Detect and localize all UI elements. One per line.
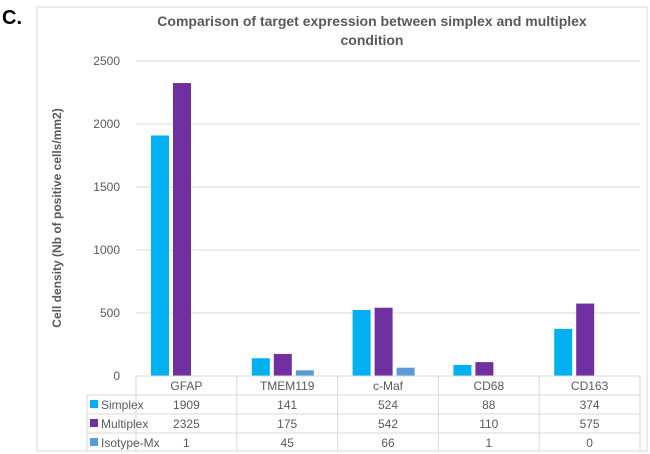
data-table-cell: 141 (277, 398, 297, 412)
bar-multiplex-gfap (173, 83, 191, 377)
y-tick-label: 1500 (93, 180, 120, 194)
bar-simplex-c-maf (352, 309, 371, 376)
category-label: CD68 (473, 379, 504, 393)
y-tick-label: 2000 (93, 117, 120, 131)
category-label: CD163 (571, 379, 609, 393)
chart-title-line-2: condition (341, 32, 404, 48)
bar-simplex-tmem119 (251, 358, 270, 376)
bar-multiplex-cd163 (576, 303, 595, 376)
category-label: c-Maf (373, 379, 404, 393)
data-table-cell: 542 (378, 417, 398, 431)
data-table-cell: 110 (479, 417, 498, 431)
data-table-cell: 45 (281, 436, 295, 450)
data-table-cell: 66 (381, 436, 395, 450)
data-table-cell: 1 (183, 436, 190, 450)
category-label: TMEM119 (260, 379, 315, 393)
y-tick-label: 500 (100, 306, 120, 320)
data-table-cell: 88 (482, 398, 496, 412)
y-tick-label: 0 (113, 369, 120, 383)
bar-simplex-gfap (151, 135, 169, 376)
category-label: GFAP (170, 379, 202, 393)
data-table-cell: 2325 (173, 417, 200, 431)
bar-multiplex-cd68 (475, 362, 494, 376)
data-table-cell: 575 (580, 417, 600, 431)
data-table-cell: 1 (485, 436, 492, 450)
chart-title-line-1: Comparison of target expression between … (157, 13, 587, 29)
chart-frame (36, 6, 648, 452)
panel-label: C. (2, 7, 22, 29)
data-table-cell: 524 (378, 398, 398, 412)
y-tick-label: 1000 (93, 243, 120, 257)
bar-simplex-cd163 (554, 328, 573, 376)
legend-label: Isotype-Mx (101, 436, 160, 450)
data-table-cell: 0 (586, 436, 593, 450)
bar-isotype-mx-c-maf (396, 367, 415, 376)
legend-label: Simplex (101, 398, 144, 412)
data-table-cell: 175 (277, 417, 297, 431)
legend-label: Multiplex (101, 417, 148, 431)
y-tick-label: 2500 (93, 54, 120, 68)
bar-multiplex-c-maf (374, 307, 393, 376)
bar-isotype-mx-tmem119 (295, 370, 314, 376)
legend-swatch-multiplex (90, 419, 98, 427)
bar-multiplex-tmem119 (273, 353, 292, 376)
legend-swatch-simplex (90, 400, 98, 408)
bar-simplex-cd68 (453, 364, 472, 376)
data-table-cell: 1909 (173, 398, 200, 412)
legend-swatch-isotype-mx (90, 438, 98, 446)
data-table-cell: 374 (580, 398, 600, 412)
y-axis-label: Cell density (Nb of positive cells/mm2) (50, 108, 64, 327)
